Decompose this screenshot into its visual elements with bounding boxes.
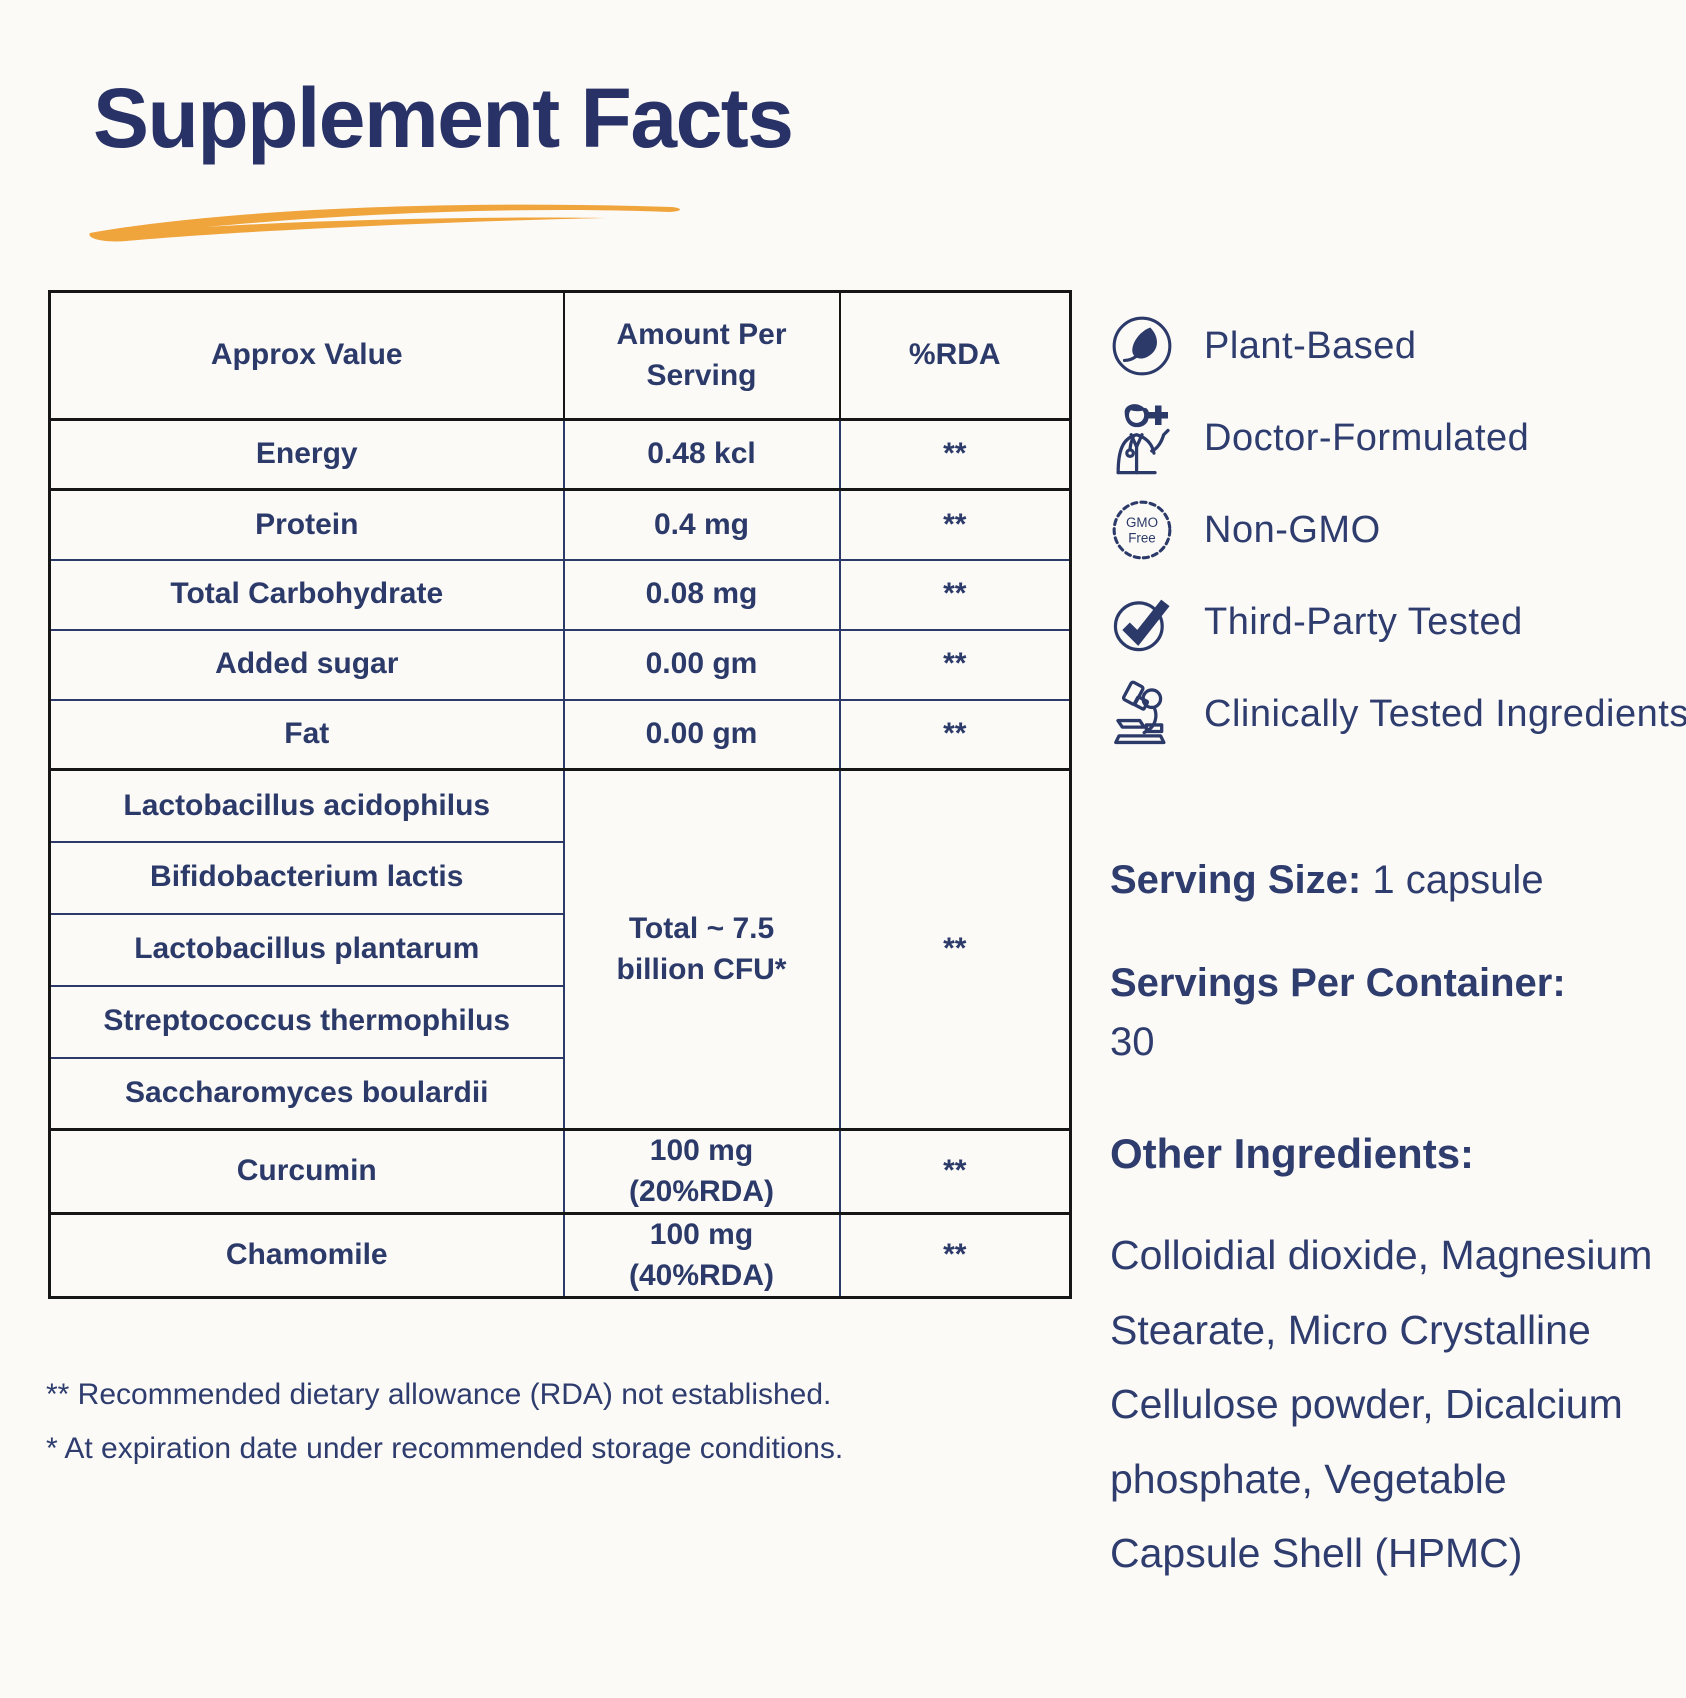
nutrient-rda: **	[838, 1212, 1072, 1299]
nutrient-name: Fat	[48, 698, 565, 771]
col-header-approx-value: Approx Value	[48, 290, 565, 421]
page-title: Supplement Facts	[93, 71, 794, 165]
table-header-row: Approx Value Amount Per Serving %RDA	[48, 290, 1072, 421]
table-row: Bifidobacterium lactis	[48, 840, 1071, 915]
probiotic-name: Bifidobacterium lactis	[48, 840, 565, 915]
badge-label: Doctor-Formulated	[1204, 416, 1530, 459]
gmo-free-circle-icon: GMO Free	[1106, 497, 1178, 563]
servings-per-container-value: 30	[1110, 1020, 1155, 1064]
nutrient-amount: 100 mg (40%RDA)	[562, 1212, 841, 1299]
servings-per-container-label: Servings Per Container:	[1110, 961, 1566, 1005]
other-ingredients-section: Other Ingredients: Colloidial dioxide, M…	[1110, 1130, 1658, 1591]
table-row: Total Carbohydrate 0.08 mg **	[48, 558, 1072, 631]
other-ingredients-text: Colloidial dioxide, Magnesium Stearate, …	[1110, 1232, 1653, 1577]
nutrient-rda: **	[838, 1128, 1072, 1215]
microscope-icon	[1106, 679, 1178, 749]
serving-info: Serving Size: 1 capsule Servings Per Con…	[1110, 858, 1566, 1065]
nutrient-name: Chamomile	[48, 1212, 565, 1299]
badge-third-party-tested: Third-Party Tested	[1106, 576, 1686, 668]
badge-clinically-tested: Clinically Tested Ingredients	[1106, 668, 1686, 760]
nutrient-amount: 0.48 kcl	[562, 418, 841, 491]
probiotics-rda: **	[838, 768, 1072, 1131]
table-row: Lactobacillus plantarum	[48, 912, 1071, 987]
other-ingredients-heading: Other Ingredients:	[1110, 1130, 1475, 1177]
nutrient-name: Protein	[48, 488, 565, 561]
serving-size-label: Serving Size:	[1110, 858, 1362, 902]
probiotic-name: Saccharomyces boulardii	[48, 1056, 565, 1131]
footnote-rda: ** Recommended dietary allowance (RDA) n…	[46, 1378, 832, 1411]
supplement-facts-table: Approx Value Amount Per Serving %RDA Ene…	[48, 290, 1072, 1299]
leaf-circle-icon	[1106, 313, 1178, 379]
table-row: Fat 0.00 gm **	[48, 698, 1072, 771]
nutrient-name: Energy	[48, 418, 565, 491]
nutrient-rda: **	[838, 418, 1072, 491]
probiotics-total-amount: Total ~ 7.5 billion CFU*	[562, 768, 841, 1131]
footnotes: ** Recommended dietary allowance (RDA) n…	[46, 1378, 843, 1466]
gmo-icon-text-line2: Free	[1128, 530, 1156, 545]
badge-label: Clinically Tested Ingredients	[1204, 692, 1686, 735]
badge-label: Non-GMO	[1204, 508, 1381, 551]
nutrient-name: Total Carbohydrate	[48, 558, 565, 631]
probiotic-name: Streptococcus thermophilus	[48, 984, 565, 1059]
table-row: Lactobacillus acidophilus Total ~ 7.5 bi…	[48, 768, 1072, 1131]
check-circle-icon	[1106, 588, 1178, 656]
badge-label: Third-Party Tested	[1204, 600, 1523, 643]
probiotic-name: Lactobacillus acidophilus	[48, 768, 565, 843]
serving-size-line: Serving Size: 1 capsule	[1110, 858, 1566, 903]
table-row: Curcumin 100 mg (20%RDA) **	[48, 1128, 1072, 1215]
doctor-icon	[1106, 399, 1178, 477]
badge-doctor-formulated: Doctor-Formulated	[1106, 392, 1686, 484]
nutrient-rda: **	[838, 698, 1072, 771]
col-header-amount-per-serving: Amount Per Serving	[562, 290, 841, 421]
nutrient-amount: 100 mg (20%RDA)	[562, 1128, 841, 1215]
col-header-rda: %RDA	[838, 290, 1072, 421]
table-row: Chamomile 100 mg (40%RDA) **	[48, 1212, 1072, 1299]
probiotic-name: Lactobacillus plantarum	[48, 912, 565, 987]
nutrient-amount: 0.00 gm	[562, 698, 841, 771]
table-row: Streptococcus thermophilus	[48, 984, 1071, 1059]
nutrient-name: Added sugar	[48, 628, 565, 701]
serving-size-value: 1 capsule	[1372, 858, 1544, 902]
badge-plant-based: Plant-Based	[1106, 300, 1686, 392]
footnote-expiration: * At expiration date under recommended s…	[46, 1432, 844, 1465]
nutrient-rda: **	[838, 628, 1072, 701]
table-row: Protein 0.4 mg **	[48, 488, 1072, 561]
nutrient-amount: 0.4 mg	[562, 488, 841, 561]
badge-non-gmo: GMO Free Non-GMO	[1106, 484, 1686, 576]
table-row: Energy 0.48 kcl **	[48, 418, 1072, 491]
feature-badges: Plant-Based Doctor-Formulated	[1106, 300, 1686, 760]
orange-underline-swoosh	[89, 204, 680, 242]
nutrient-name: Curcumin	[48, 1128, 565, 1215]
nutrient-rda: **	[838, 488, 1072, 561]
gmo-icon-text-line1: GMO	[1126, 515, 1158, 530]
badge-label: Plant-Based	[1204, 324, 1417, 367]
table-row: Saccharomyces boulardii	[48, 1056, 1071, 1131]
nutrient-rda: **	[838, 558, 1072, 631]
nutrient-amount: 0.08 mg	[562, 558, 841, 631]
table-row: Added sugar 0.00 gm **	[48, 628, 1072, 701]
nutrient-amount: 0.00 gm	[562, 628, 841, 701]
